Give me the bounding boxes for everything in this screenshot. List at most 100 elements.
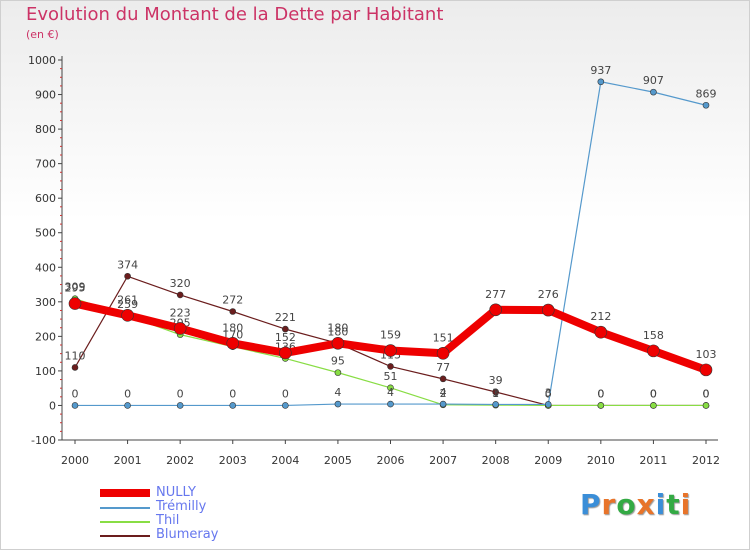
data-label-blumeray: 0 (703, 387, 710, 400)
y-tick-label: 100 (35, 365, 56, 378)
logo-letter: P (580, 488, 602, 521)
data-label-thil: 0 (545, 387, 552, 400)
y-tick-label: 800 (35, 123, 56, 136)
legend-label-nully: NULLY (156, 485, 196, 500)
data-point-blumeray (282, 325, 289, 333)
data-point-nully (699, 363, 713, 377)
data-label-tremilly: 3 (492, 386, 499, 399)
logo-letter: x (636, 488, 656, 521)
y-tick-label: 600 (35, 192, 56, 205)
legend-swatch-thil (100, 521, 150, 523)
data-label-thil: 0 (703, 387, 710, 400)
data-label-blumeray: 110 (65, 349, 86, 362)
x-tick-label: 2012 (692, 454, 720, 467)
data-point-blumeray (71, 364, 79, 371)
legend-item-blumeray: Blumeray (100, 527, 260, 544)
data-point-tremilly (439, 400, 447, 408)
data-point-nully (226, 336, 240, 350)
data-point-nully (384, 344, 397, 357)
data-label-tremilly: 937 (590, 64, 611, 77)
y-tick-label: 300 (35, 296, 56, 309)
logo-letter: i (680, 488, 692, 521)
y-tick-label: 500 (35, 227, 56, 240)
data-label-tremilly: 4 (440, 386, 447, 399)
data-label-tremilly: 0 (177, 387, 184, 400)
data-point-blumeray (439, 375, 447, 383)
x-tick-label: 2002 (166, 454, 194, 467)
data-point-blumeray (492, 388, 499, 396)
data-label-nully: 151 (433, 331, 454, 344)
data-point-tremilly (176, 402, 184, 409)
legend-swatch-nully (100, 489, 150, 497)
legend-item-thil: Thil (100, 513, 260, 530)
data-point-thil (650, 402, 657, 409)
data-label-nully: 159 (380, 329, 401, 342)
data-label-nully: 180 (327, 321, 348, 334)
data-point-nully (436, 346, 450, 360)
data-point-tremilly (334, 400, 342, 408)
data-point-blumeray (124, 272, 131, 280)
data-point-tremilly (229, 402, 237, 409)
data-label-blumeray: 0 (597, 387, 604, 400)
data-point-nully (489, 303, 502, 317)
data-label-blumeray: 0 (545, 387, 552, 400)
data-point-blumeray (387, 363, 394, 370)
chart-title: Evolution du Montant de la Dette par Hab… (26, 4, 444, 25)
data-label-blumeray: 39 (489, 374, 503, 387)
data-label-tremilly: 869 (696, 87, 717, 100)
data-label-blumeray: 272 (222, 293, 243, 306)
data-label-tremilly: 0 (229, 387, 236, 400)
data-label-thil: 0 (650, 387, 657, 400)
data-label-nully: 212 (590, 310, 611, 323)
logo-letter: r (601, 488, 617, 521)
y-tick-label: 400 (35, 261, 56, 274)
data-label-thil: 259 (117, 298, 138, 311)
data-label-tremilly: 3 (545, 386, 552, 399)
data-point-tremilly (71, 402, 79, 409)
data-label-tremilly: 0 (124, 387, 131, 400)
data-label-blumeray: 374 (117, 258, 138, 271)
data-point-nully (173, 322, 187, 335)
y-tick-label: -100 (31, 434, 56, 447)
x-tick-label: 2003 (219, 454, 247, 467)
data-label-tremilly: 4 (334, 386, 341, 399)
data-point-tremilly (387, 400, 394, 408)
y-tick-label: 700 (35, 158, 56, 171)
data-point-nully (331, 336, 345, 350)
logo-letter: t (666, 488, 681, 521)
data-point-thil (597, 402, 605, 409)
data-point-tremilly (124, 402, 131, 409)
data-point-nully (647, 344, 660, 358)
legend-label-thil: Thil (156, 513, 180, 528)
data-label-tremilly: 0 (282, 387, 289, 400)
legend-swatch-tremilly (100, 507, 150, 509)
data-point-tremilly (597, 78, 605, 86)
data-label-nully: 103 (696, 348, 717, 361)
data-label-thil: 1 (492, 387, 499, 400)
data-label-nully: 261 (117, 293, 138, 306)
data-label-blumeray: 0 (650, 387, 657, 400)
data-point-thil (702, 402, 710, 409)
x-tick-label: 2004 (271, 454, 299, 467)
data-label-blumeray: 77 (436, 361, 450, 374)
x-tick-label: 2001 (114, 454, 142, 467)
x-tick-label: 2010 (587, 454, 615, 467)
data-label-nully: 180 (222, 321, 243, 334)
data-label-thil: 2 (440, 387, 447, 400)
data-point-tremilly (544, 401, 552, 408)
y-tick-label: 900 (35, 89, 56, 102)
chart-subtitle: (en €) (26, 28, 59, 41)
x-tick-label: 2000 (61, 454, 89, 467)
data-point-blumeray (229, 308, 237, 315)
data-label-nully: 223 (170, 306, 191, 319)
data-point-nully (279, 346, 292, 360)
data-label-thil: 0 (597, 387, 604, 400)
data-point-thil (334, 369, 342, 376)
x-tick-label: 2009 (534, 454, 562, 467)
x-tick-label: 2007 (429, 454, 457, 467)
logo-letter: o (616, 488, 637, 521)
x-tick-label: 2008 (482, 454, 510, 467)
logo-letter: i (655, 488, 667, 521)
data-label-tremilly: 0 (72, 387, 79, 400)
